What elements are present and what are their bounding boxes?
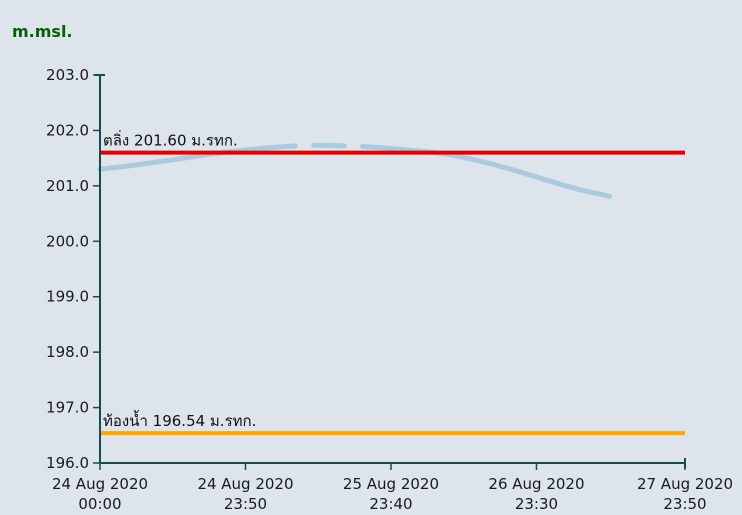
y-tick-label: 202.0 (46, 121, 89, 139)
x-tick-label-date: 24 Aug 2020 (52, 475, 148, 493)
water-level-series-line (311, 142, 347, 149)
x-tick-label-date: 24 Aug 2020 (197, 475, 293, 493)
x-tick-label-time: 23:50 (224, 495, 267, 513)
y-axis-unit-label: m.msl. (12, 22, 73, 41)
x-tick-label-date: 26 Aug 2020 (488, 475, 584, 493)
water-level-series-line (97, 143, 298, 172)
river-bed-label: ท้องน้ำ 196.54 ม.รทก. (103, 410, 256, 430)
x-tick-label-date: 25 Aug 2020 (343, 475, 439, 493)
y-tick-label: 198.0 (46, 343, 89, 361)
y-tick-label: 203.0 (46, 66, 89, 84)
water-level-series-line (360, 144, 613, 199)
y-tick-label: 196.0 (46, 454, 89, 472)
bank-level-label: ตลิ่ง 201.60 ม.รทก. (103, 130, 238, 150)
x-tick-label-date: 27 Aug 2020 (637, 475, 733, 493)
y-tick-label: 199.0 (46, 288, 89, 306)
x-tick-label-time: 23:40 (369, 495, 412, 513)
y-tick-label: 200.0 (46, 232, 89, 250)
x-tick-label-time: 00:00 (78, 495, 121, 513)
x-tick-label-time: 23:30 (515, 495, 558, 513)
x-tick-label-time: 23:50 (663, 495, 706, 513)
y-tick-label: 201.0 (46, 177, 89, 195)
y-tick-label: 197.0 (46, 399, 89, 417)
